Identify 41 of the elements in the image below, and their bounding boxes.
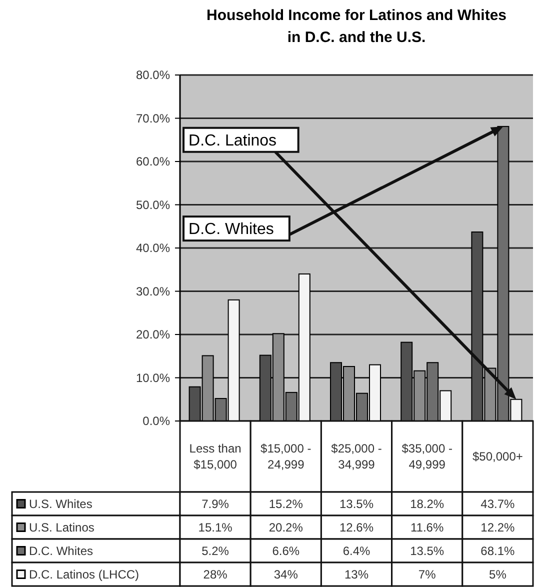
- data-label: 15.1%: [198, 520, 233, 534]
- y-tick-label: 0.0%: [142, 414, 170, 428]
- data-label: 7.9%: [202, 496, 230, 511]
- legend-label: D.C. Latinos (LHCC): [29, 567, 140, 582]
- data-label: 5%: [489, 567, 507, 582]
- data-label: 11.6%: [410, 520, 444, 534]
- y-tick-label: 30.0%: [136, 284, 170, 298]
- data-label: 12.6%: [339, 520, 374, 534]
- data-label: 28%: [203, 567, 228, 582]
- data-label: 5.2%: [202, 544, 230, 558]
- x-tick-label: $50,000+: [472, 450, 523, 464]
- annotation: D.C. Whites: [188, 221, 274, 238]
- legend-label: U.S. Latinos: [29, 520, 94, 534]
- y-tick-label: 10.0%: [136, 370, 170, 385]
- data-label: 6.4%: [342, 544, 370, 558]
- data-label: 20.2%: [268, 520, 304, 534]
- data-label: 6.6%: [272, 544, 300, 558]
- data-label: 7%: [418, 567, 436, 582]
- annotation: D.C. Latinos: [188, 132, 277, 150]
- chart-title: Household Income for Latinos and Whites in D.C. and the U.S.: [206, 7, 507, 46]
- y-tick-label: 70.0%: [136, 111, 170, 126]
- y-tick-label: 60.0%: [136, 154, 170, 169]
- x-tick-label: Less than $15,000: [189, 442, 242, 472]
- data-label: 15.2%: [268, 496, 304, 511]
- data-label: 13%: [344, 567, 369, 582]
- y-tick-label: 40.0%: [136, 241, 170, 256]
- legend-label: D.C. Whites: [29, 544, 94, 558]
- data-label: 18.2%: [410, 496, 444, 511]
- legend-label: U.S. Whites: [29, 496, 92, 511]
- x-tick-label: $25,000 - 34,999: [331, 442, 382, 472]
- y-tick-label: 20.0%: [136, 328, 170, 342]
- y-tick-label: 50.0%: [136, 198, 170, 212]
- y-tick-label: 80.0%: [136, 68, 170, 82]
- x-tick-label: $15,000 - 24,999: [260, 442, 312, 472]
- x-tick-label: $35,000 - 49,999: [402, 442, 452, 472]
- data-label: 34%: [274, 567, 298, 582]
- data-label: 43.7%: [480, 496, 516, 511]
- data-label: 12.2%: [480, 520, 516, 534]
- data-label: 68.1%: [480, 544, 516, 558]
- data-label: 13.5%: [410, 544, 444, 558]
- data-label: 13.5%: [339, 496, 374, 511]
